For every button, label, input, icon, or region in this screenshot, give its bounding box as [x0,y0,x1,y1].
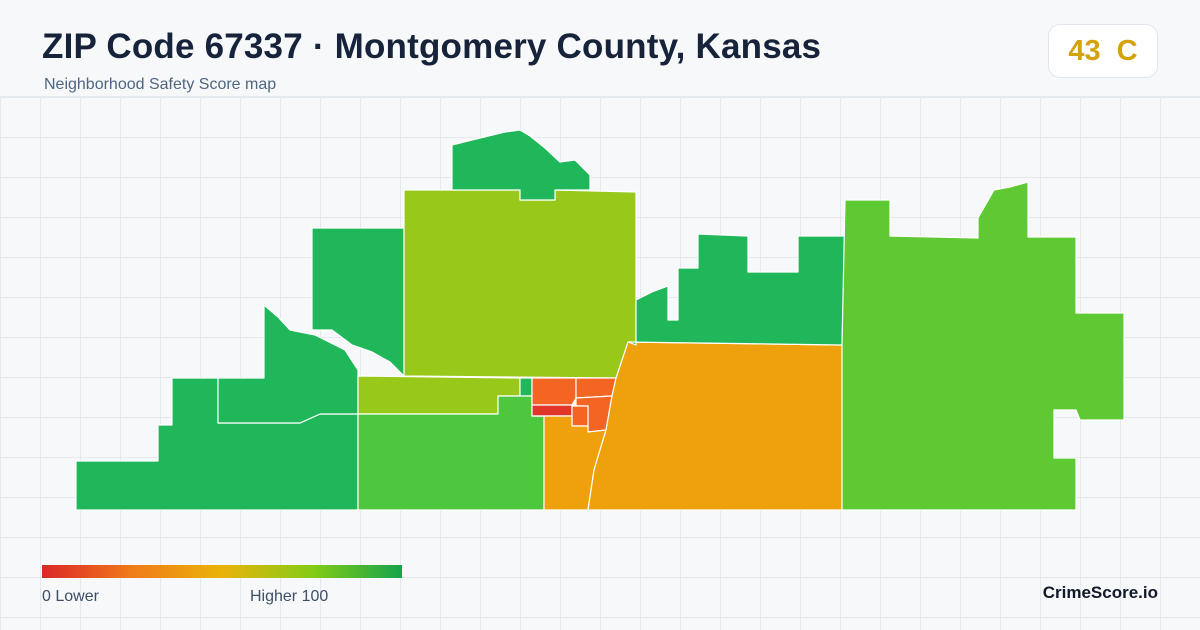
safety-score-badge: 43 C [1048,24,1158,78]
safety-score-value: 43 [1068,34,1101,67]
legend-min-label: 0 Lower [42,588,99,605]
safety-score-grade: C [1116,34,1138,67]
map-region-far-north[interactable] [451,129,591,201]
map-region-city-core[interactable] [531,404,573,417]
map-region-city-northeast[interactable] [575,377,617,399]
map-region-small-tile[interactable] [519,377,533,397]
map-region-central-band[interactable] [357,375,521,415]
map-region-north[interactable] [403,189,637,379]
map-region-far-east[interactable] [841,181,1125,511]
map-region-central-east[interactable] [587,341,843,511]
legend-max-label: Higher 100 [250,588,329,605]
map-region-city-north[interactable] [531,377,577,406]
page-title: ZIP Code 67337 · Montgomery County, Kans… [42,27,822,66]
legend-gradient-bar [42,565,402,578]
map-region-city-south[interactable] [571,405,589,427]
page-subtitle: Neighborhood Safety Score map [44,76,277,93]
map-region-west-central[interactable] [217,304,359,424]
brand-logo-text: CrimeScore.io [1042,583,1158,602]
map-region-northeast[interactable] [627,233,846,346]
header-band [0,0,1200,97]
